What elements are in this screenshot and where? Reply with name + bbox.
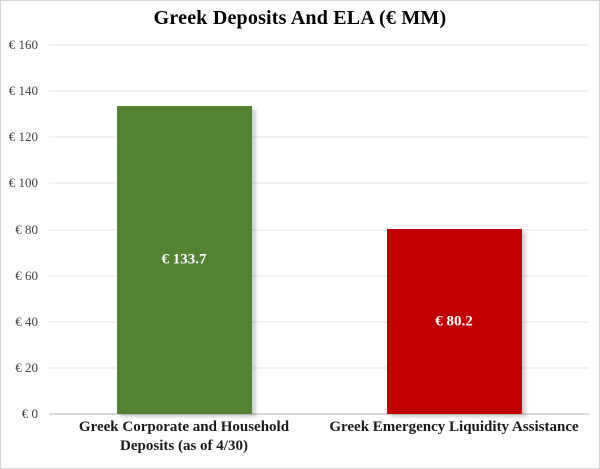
y-tick-label: € 120	[8, 129, 38, 145]
gridline	[49, 321, 589, 323]
bar-value-label: € 133.7	[161, 251, 207, 268]
bar: € 80.2	[386, 229, 522, 414]
y-tick-label: € 160	[8, 37, 38, 52]
gridline	[49, 44, 589, 46]
gridline	[49, 90, 589, 92]
y-tick-label: € 80	[15, 221, 38, 237]
gridline	[49, 229, 589, 230]
chart-title: Greek Deposits And ELA (€ MM)	[153, 7, 447, 29]
gridline	[49, 367, 589, 369]
bar: € 133.7	[116, 105, 252, 414]
y-tick-label: € 40	[15, 313, 38, 329]
bar-value-label: € 80.2	[435, 313, 473, 330]
y-tick-label: € 60	[15, 267, 38, 283]
gridline	[49, 182, 589, 184]
category-label: Greek Emergency Liquidity Assistance	[329, 419, 579, 435]
x-axis-line	[49, 413, 589, 415]
gridline	[49, 136, 589, 138]
y-axis: € 0 € 20 € 40 € 60 € 80 € 100 € 120 € 140 € 160	[1, 37, 41, 421]
bar-slot: € 80.2	[319, 45, 589, 414]
y-tick-label: € 100	[8, 175, 38, 191]
gridline	[49, 275, 589, 277]
plot-area: € 133.7 € 80.2	[49, 44, 589, 415]
y-tick-label: € 0	[21, 406, 38, 421]
category-label: Greek Corporate and Household Deposits (…	[78, 419, 290, 454]
bar-slot: € 133.7	[49, 45, 319, 414]
x-axis-labels: Greek Corporate and Household Deposits (…	[49, 418, 589, 456]
y-tick-label: € 20	[15, 359, 38, 375]
y-tick-label: € 140	[8, 83, 38, 99]
